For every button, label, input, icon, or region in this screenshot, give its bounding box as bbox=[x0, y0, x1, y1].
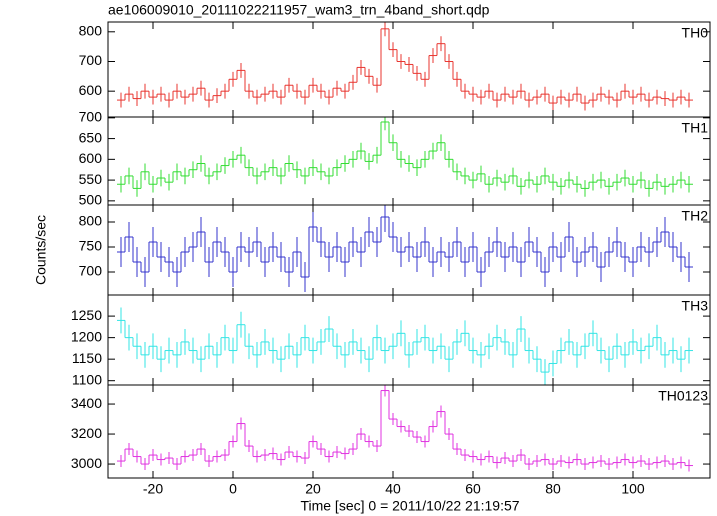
x-tick-label: 20 bbox=[305, 481, 321, 497]
y-tick-label: 600 bbox=[79, 82, 103, 98]
x-tick-label: 100 bbox=[621, 481, 645, 497]
x-tick-label: 60 bbox=[465, 481, 481, 497]
y-tick-label: 1250 bbox=[71, 307, 102, 323]
x-tick-label: 40 bbox=[385, 481, 401, 497]
y-tick-label: 1100 bbox=[72, 371, 102, 387]
y-tick-label: 1200 bbox=[71, 328, 102, 344]
y-axis-label: Counts/sec bbox=[33, 215, 49, 285]
y-tick-label: 3200 bbox=[71, 425, 102, 441]
y-tick-label: 650 bbox=[79, 129, 103, 145]
y-tick-label: 700 bbox=[79, 263, 103, 279]
series-group bbox=[117, 205, 693, 292]
panel-label: TH1 bbox=[682, 120, 709, 136]
x-tick-label: -20 bbox=[143, 481, 163, 497]
series-group bbox=[117, 385, 693, 472]
panel-frame bbox=[107, 384, 711, 479]
y-tick-label: 550 bbox=[79, 171, 103, 187]
x-tick-label: 80 bbox=[545, 481, 561, 497]
panel-frame bbox=[107, 294, 711, 386]
y-tick-label: 800 bbox=[79, 213, 103, 229]
y-tick-label: 700 bbox=[79, 52, 103, 68]
x-tick-label: 0 bbox=[229, 481, 237, 497]
chart-title: ae106009010_20111022211957_wam3_trn_4ban… bbox=[108, 2, 490, 18]
panel-label: TH0 bbox=[682, 25, 709, 41]
series-group bbox=[117, 307, 693, 385]
y-tick-label: 3000 bbox=[71, 455, 102, 471]
y-tick-label: 3400 bbox=[71, 395, 102, 411]
panel-label: TH2 bbox=[682, 208, 709, 224]
y-tick-label: 600 bbox=[79, 150, 103, 166]
x-axis-label: Time [sec] 0 = 2011/10/22 21:19:57 bbox=[300, 498, 519, 514]
panel-label: TH0123 bbox=[658, 388, 708, 404]
panel-label: TH3 bbox=[682, 298, 709, 314]
series-group bbox=[117, 117, 693, 197]
y-tick-label: 700 bbox=[79, 109, 103, 125]
y-tick-label: 1150 bbox=[72, 350, 102, 366]
y-tick-label: 800 bbox=[79, 23, 103, 39]
y-tick-label: 750 bbox=[79, 238, 103, 254]
y-tick-label: 500 bbox=[79, 192, 103, 208]
series-group bbox=[117, 22, 693, 111]
